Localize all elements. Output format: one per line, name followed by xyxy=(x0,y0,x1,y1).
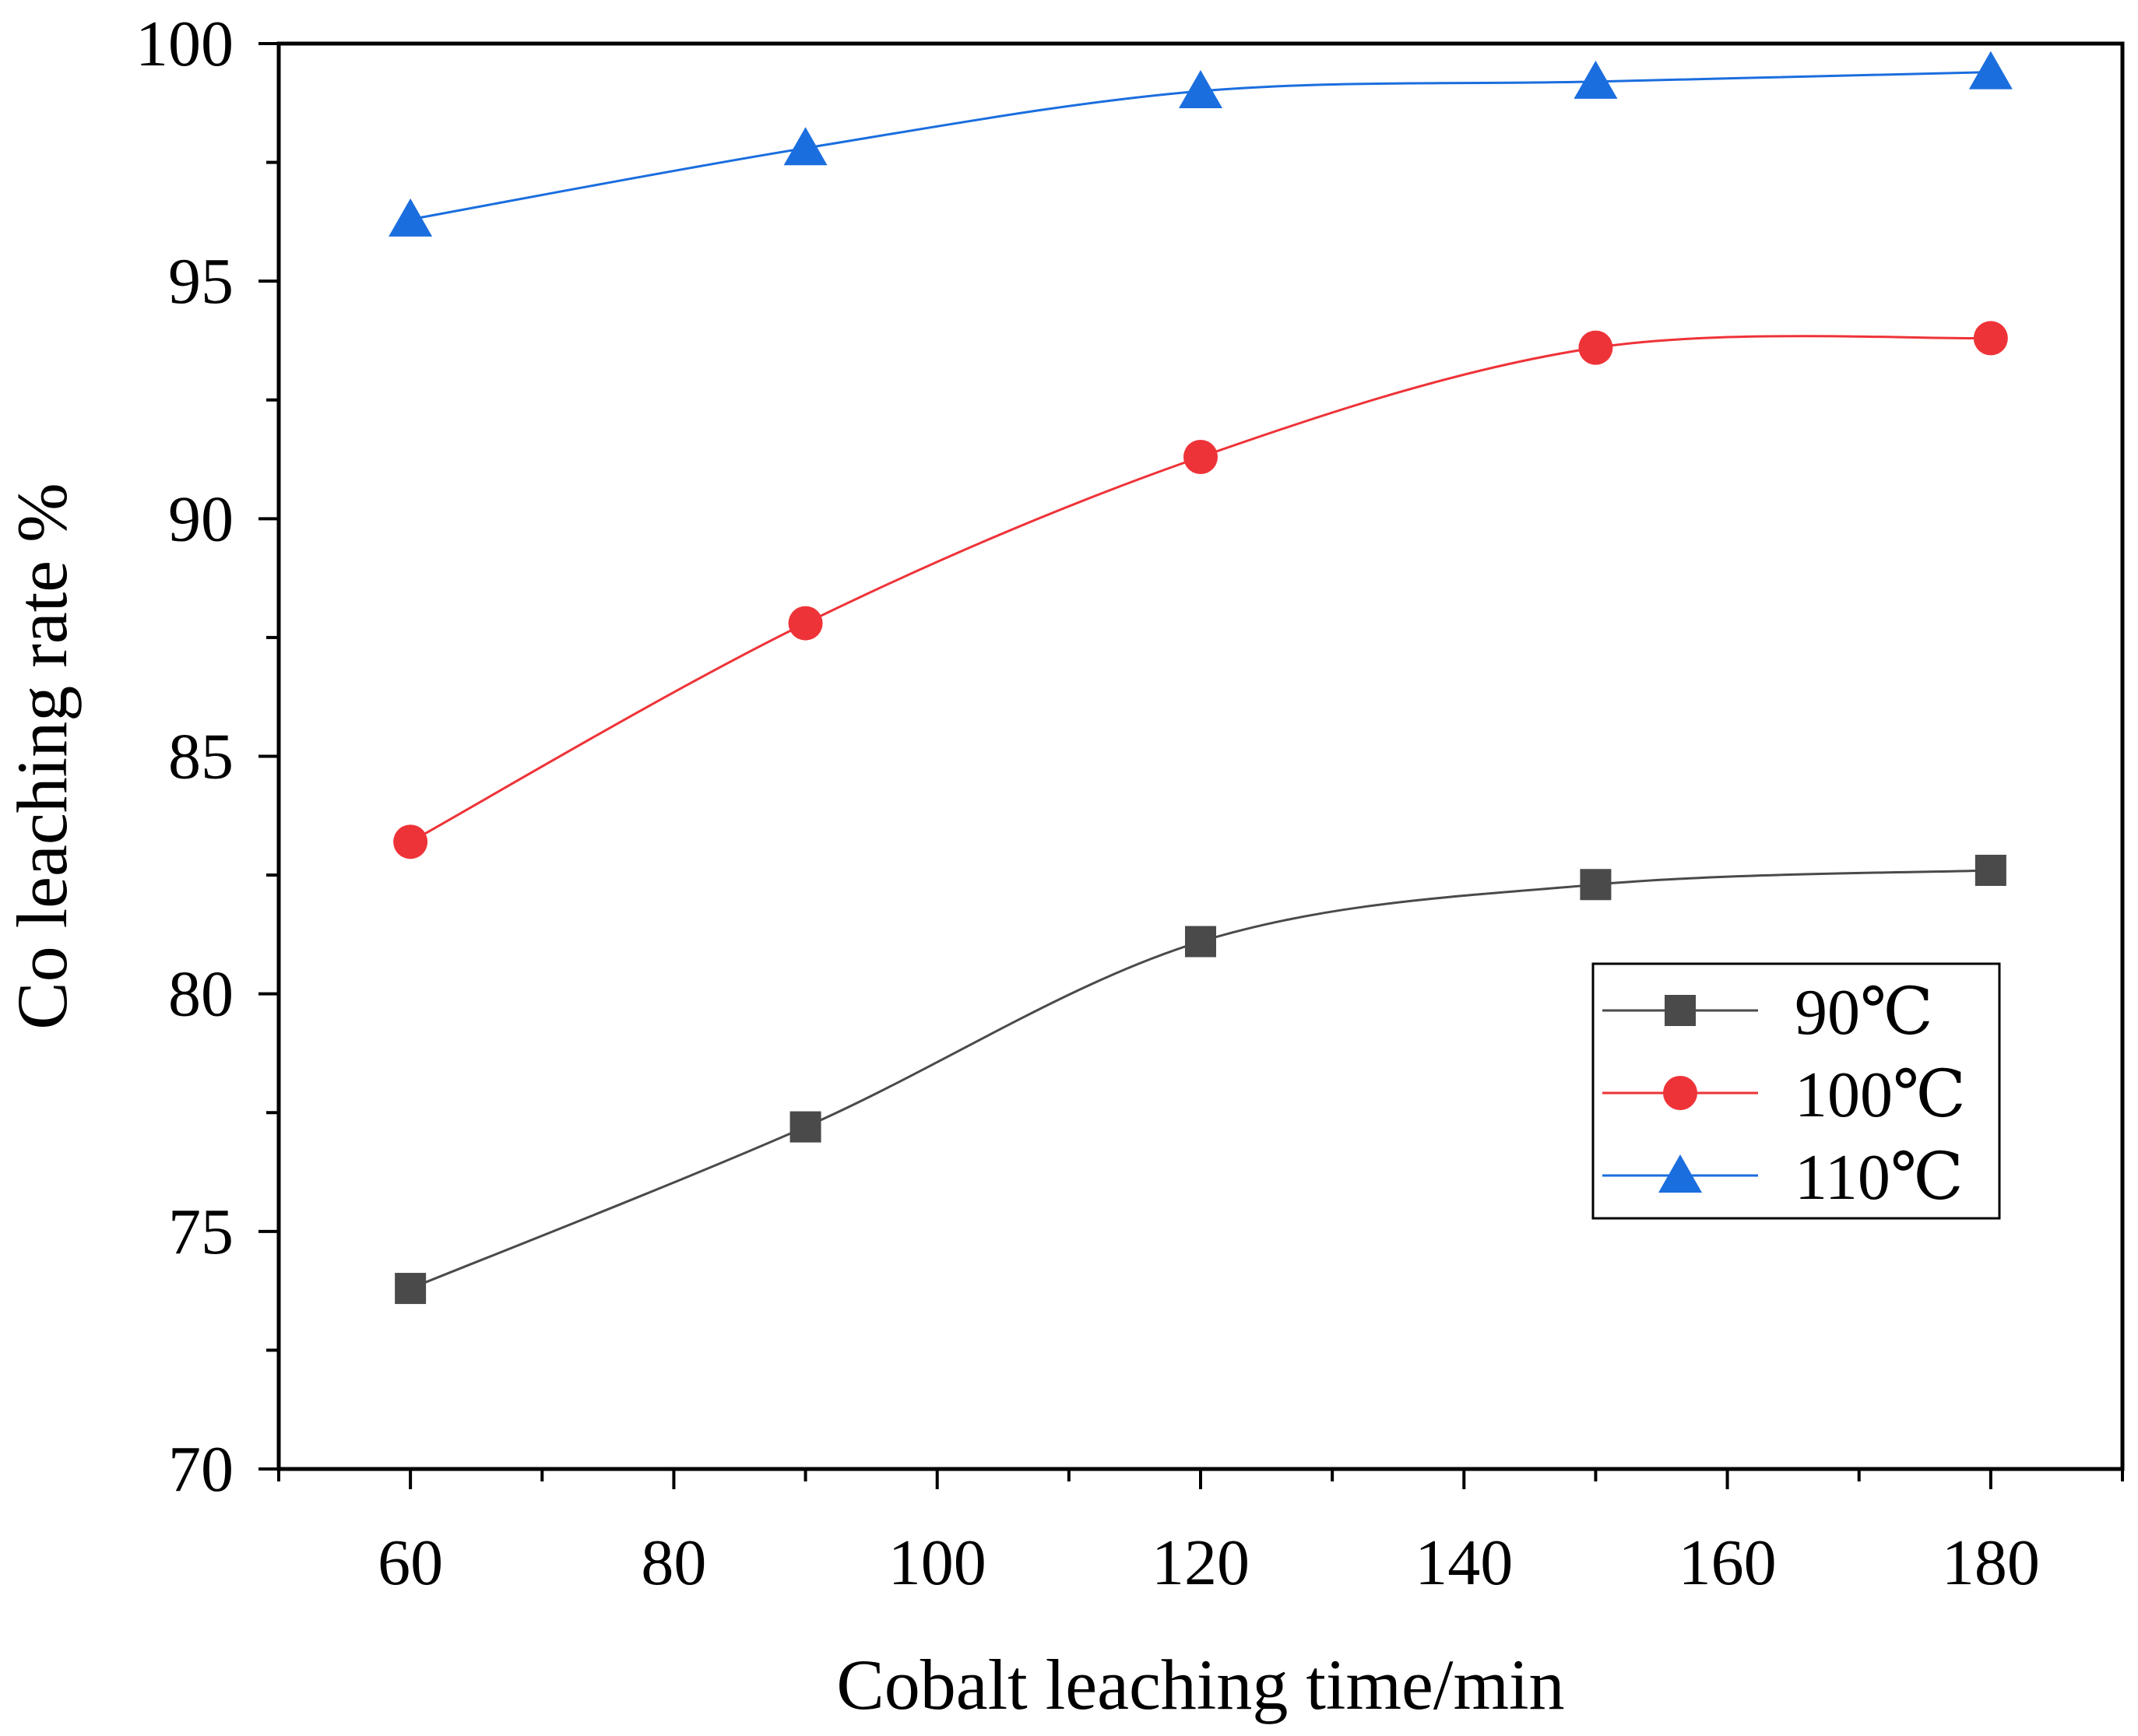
data-point-square xyxy=(790,1112,821,1143)
x-tick-label: 80 xyxy=(641,1527,706,1599)
x-tick-label: 180 xyxy=(1942,1527,2040,1599)
data-point-triangle xyxy=(1574,61,1617,99)
legend-label: 100℃ xyxy=(1795,1059,1966,1131)
y-tick-label: 100 xyxy=(135,8,234,80)
y-tick-label: 70 xyxy=(168,1433,234,1506)
x-axis-tick-labels: 60 80 100 120 140 160 180 xyxy=(378,1527,2040,1599)
x-axis-title: Cobalt leaching time/min xyxy=(836,1645,1564,1724)
x-tick-label: 160 xyxy=(1679,1527,1777,1599)
data-point-circle xyxy=(789,606,823,641)
legend-label: 90℃ xyxy=(1795,976,1933,1049)
legend: 90℃ 100℃ 110℃ xyxy=(1593,964,1999,1218)
series-line-1 xyxy=(410,336,1991,842)
data-point-triangle xyxy=(1969,51,2013,90)
data-point-square xyxy=(1975,855,2006,886)
y-axis-title: Co leaching rate % xyxy=(2,483,82,1030)
plot-frame xyxy=(279,44,2122,1469)
x-tick-label: 140 xyxy=(1415,1527,1513,1599)
y-tick-label: 80 xyxy=(168,958,234,1031)
x-tick-label: 60 xyxy=(378,1527,443,1599)
data-point-circle xyxy=(1183,440,1218,474)
y-axis-ticks xyxy=(258,44,279,1469)
data-point-square xyxy=(1185,926,1216,958)
line-chart: 60 80 100 120 140 160 180 70 75 80 85 90 95 100 Coba… xyxy=(0,0,2138,1736)
y-axis-tick-labels: 70 75 80 85 90 95 100 xyxy=(135,8,234,1506)
y-tick-label: 85 xyxy=(168,721,234,793)
legend-label: 110℃ xyxy=(1795,1141,1964,1214)
y-tick-label: 95 xyxy=(168,245,234,318)
data-point-circle xyxy=(393,824,427,859)
x-tick-label: 100 xyxy=(888,1527,986,1599)
x-axis-ticks xyxy=(279,1469,2122,1489)
y-tick-label: 75 xyxy=(168,1196,234,1268)
data-point-circle xyxy=(1974,321,2008,355)
data-point-square xyxy=(395,1273,426,1304)
x-tick-label: 120 xyxy=(1152,1527,1250,1599)
legend-marker-square xyxy=(1665,995,1696,1026)
data-point-square xyxy=(1580,869,1611,900)
y-tick-label: 90 xyxy=(168,483,234,555)
data-point-circle xyxy=(1578,331,1612,365)
legend-marker-circle xyxy=(1663,1076,1697,1110)
